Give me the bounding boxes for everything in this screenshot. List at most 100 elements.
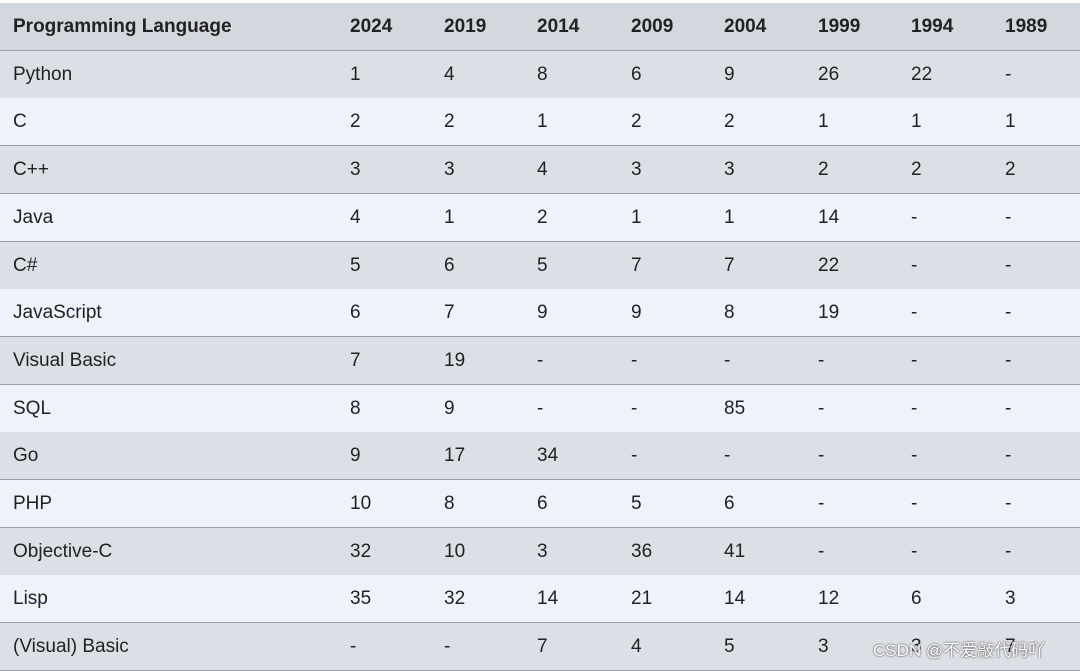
table-row: C 2 2 1 2 2 1 1 1 xyxy=(0,98,1080,147)
cell: 3 xyxy=(631,159,642,181)
cell: 6 xyxy=(537,493,548,514)
header-cell: 1994 xyxy=(911,16,954,37)
cell: - xyxy=(350,636,357,658)
watermark: CSDN @不爱敲代码吖 xyxy=(873,641,1046,660)
cell: 4 xyxy=(631,636,642,658)
cell: Visual Basic xyxy=(13,349,117,371)
cell: 6 xyxy=(350,302,361,324)
cell: - xyxy=(1005,254,1012,276)
cell: 1 xyxy=(911,111,922,133)
cell: 1 xyxy=(350,63,361,85)
table-row: Objective-C 32 10 3 36 41 - - - xyxy=(0,527,1080,576)
cell: 5 xyxy=(631,493,642,514)
cell: 3 xyxy=(724,159,735,181)
header-cell: 2004 xyxy=(724,16,767,37)
cell: 14 xyxy=(818,206,840,228)
cell: 26 xyxy=(818,63,840,85)
cell: 1 xyxy=(631,206,642,228)
header-cell: 1999 xyxy=(818,16,861,37)
cell: - xyxy=(1005,493,1012,514)
cell: 85 xyxy=(724,397,746,419)
cell: C xyxy=(13,111,27,133)
cell: JavaScript xyxy=(13,302,102,324)
cell: 1 xyxy=(818,111,829,133)
cell: 36 xyxy=(631,540,653,562)
cell: 2 xyxy=(818,159,829,181)
cell: 8 xyxy=(537,63,548,85)
table-row: Python 1 4 8 6 9 26 22 - xyxy=(0,50,1080,99)
cell: 7 xyxy=(724,254,735,276)
cell: 1 xyxy=(537,111,548,133)
cell: 35 xyxy=(350,588,372,610)
cell: - xyxy=(1005,397,1012,419)
cell: 2 xyxy=(1005,159,1016,181)
cell: - xyxy=(1005,445,1012,467)
cell: 5 xyxy=(350,254,361,276)
cell: 7 xyxy=(537,636,548,658)
cell: 1 xyxy=(1005,111,1016,133)
cell: 6 xyxy=(631,63,642,85)
cell: - xyxy=(1005,63,1012,85)
cell: Lisp xyxy=(13,588,48,610)
table-row: C# 5 6 5 7 7 22 - - xyxy=(0,241,1080,290)
table-row: JavaScript 6 7 9 9 8 19 - - xyxy=(0,289,1080,338)
cell: - xyxy=(1005,206,1012,228)
cell: 6 xyxy=(724,493,735,514)
cell: - xyxy=(631,397,638,419)
cell: Python xyxy=(13,63,73,85)
cell: - xyxy=(818,493,825,514)
cell: 9 xyxy=(444,397,455,419)
cell: 9 xyxy=(350,445,361,467)
cell: 6 xyxy=(444,254,455,276)
cell: - xyxy=(631,445,638,467)
cell: 7 xyxy=(631,254,642,276)
cell: - xyxy=(818,540,825,562)
table-row: Visual Basic 7 19 - - - - - - xyxy=(0,336,1080,385)
cell: 5 xyxy=(724,636,735,658)
cell: - xyxy=(911,254,918,276)
header-cell: 1989 xyxy=(1005,16,1048,37)
cell: 3 xyxy=(537,540,548,562)
cell: Go xyxy=(13,445,39,467)
cell: - xyxy=(818,397,825,419)
cell: 34 xyxy=(537,445,559,467)
cell: 3 xyxy=(1005,588,1016,610)
cell: 9 xyxy=(631,302,642,324)
cell: 4 xyxy=(350,206,361,228)
table-row: (Visual) Basic - - 7 4 5 3 3 7 xyxy=(0,623,1080,671)
cell: 7 xyxy=(350,349,361,371)
cell: 32 xyxy=(444,588,466,610)
cell: - xyxy=(537,349,544,371)
cell: 12 xyxy=(818,588,840,610)
header-row: Programming Language 2024 2019 2014 2009 2004… xyxy=(0,3,1080,51)
cell: - xyxy=(724,445,731,467)
cell: 1 xyxy=(724,206,735,228)
table-row: Java 4 1 2 1 1 14 - - xyxy=(0,193,1080,242)
cell: - xyxy=(911,397,918,419)
cell: - xyxy=(537,397,544,419)
cell: 22 xyxy=(911,63,933,85)
cell: 3 xyxy=(444,159,455,181)
cell: 14 xyxy=(724,588,746,610)
cell: 9 xyxy=(724,63,735,85)
cell: 2 xyxy=(724,111,735,133)
cell: 2 xyxy=(350,111,361,133)
cell: - xyxy=(724,349,731,371)
cell: 8 xyxy=(444,493,455,514)
cell: 2 xyxy=(537,206,548,228)
table-row: Lisp 35 32 14 21 14 12 6 3 xyxy=(0,575,1080,624)
cell: 10 xyxy=(444,540,466,562)
cell: 5 xyxy=(537,254,548,276)
cell: 8 xyxy=(724,302,735,324)
cell: SQL xyxy=(13,397,52,419)
cell: Objective-C xyxy=(13,540,113,562)
table-row: PHP 10 8 6 5 6 - - - xyxy=(0,480,1080,528)
cell: 19 xyxy=(818,302,840,324)
cell: 3 xyxy=(818,636,829,658)
table-row: SQL 8 9 - - 85 - - - xyxy=(0,384,1080,433)
cell: 3 xyxy=(350,159,361,181)
header-cell: Programming Language xyxy=(13,16,232,37)
cell: 7 xyxy=(1005,636,1016,658)
cell: 41 xyxy=(724,540,746,562)
cell: 17 xyxy=(444,445,466,467)
